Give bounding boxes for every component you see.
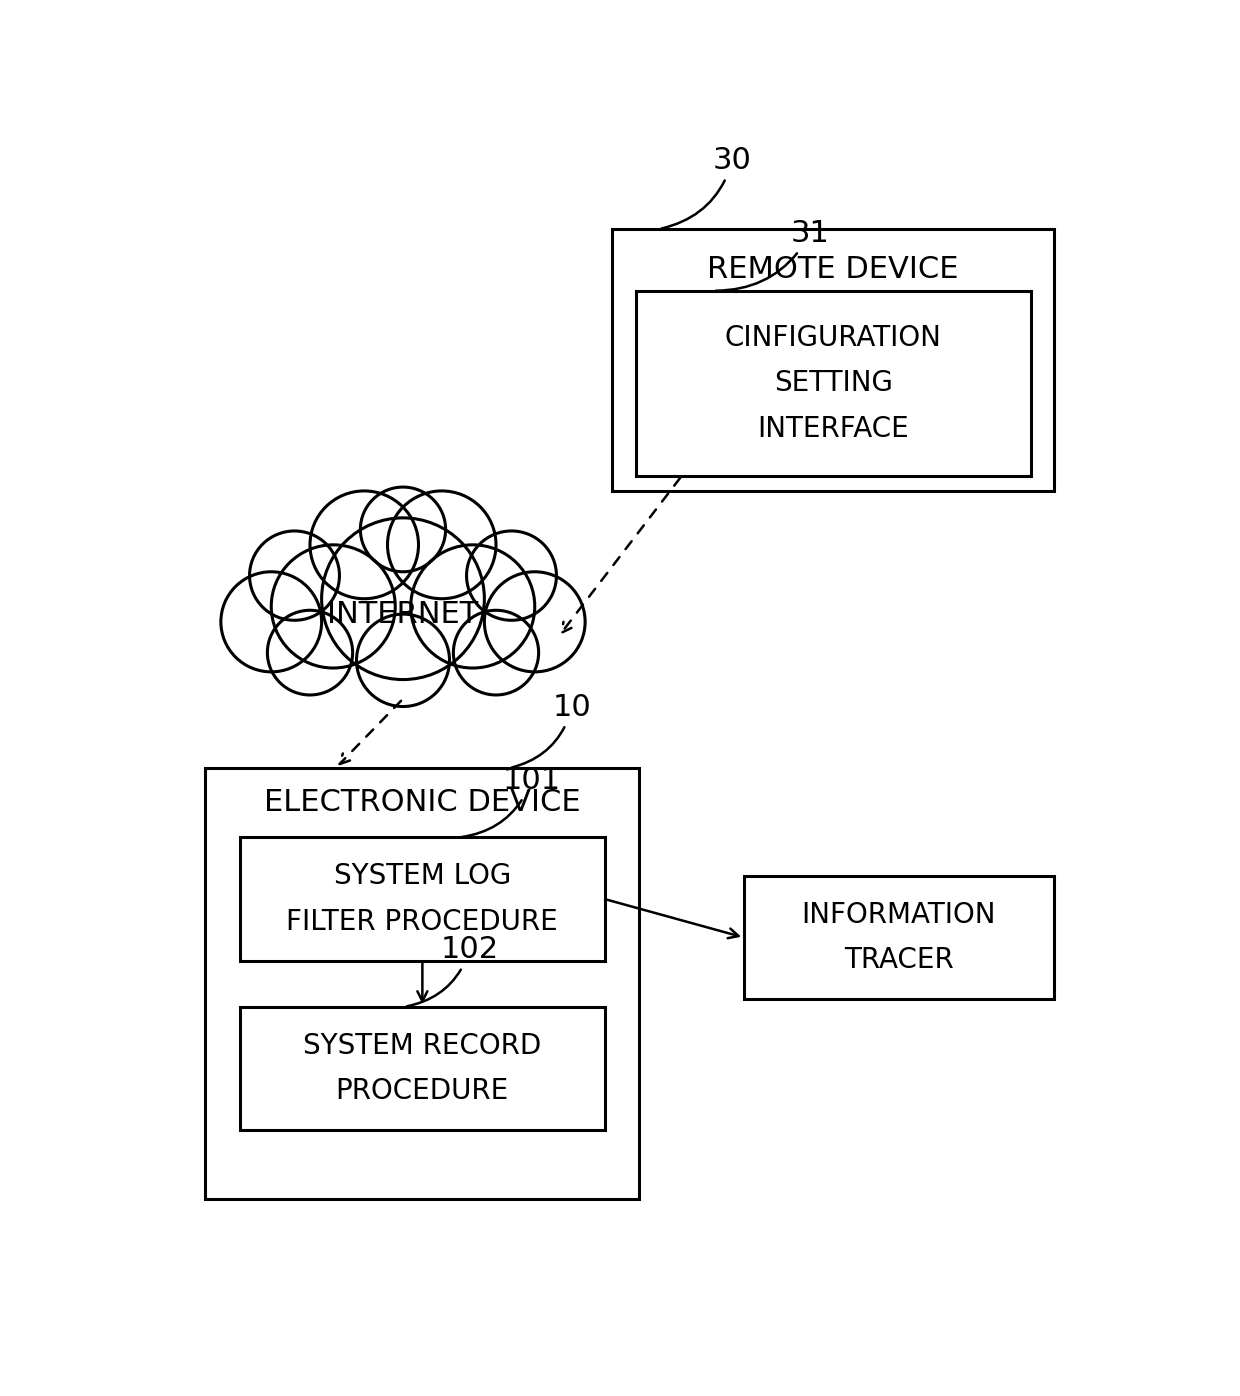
Circle shape [454,610,538,695]
Text: INTERNET: INTERNET [327,600,479,628]
Circle shape [387,491,496,599]
Circle shape [310,491,419,599]
Circle shape [410,544,534,669]
Text: SYSTEM LOG
FILTER PROCEDURE: SYSTEM LOG FILTER PROCEDURE [286,863,558,935]
Bar [744,875,1054,1000]
Circle shape [485,572,585,671]
Text: 102: 102 [407,935,498,1007]
Text: ELECTRONIC DEVICE: ELECTRONIC DEVICE [264,789,580,817]
Circle shape [361,487,445,572]
Circle shape [321,518,485,680]
Circle shape [466,530,557,620]
Circle shape [272,544,396,669]
Bar [613,229,1054,491]
Circle shape [249,530,340,620]
Text: REMOTE DEVICE: REMOTE DEVICE [707,254,959,283]
Text: 10: 10 [512,692,591,768]
Bar [241,838,605,960]
Circle shape [221,572,321,671]
Text: 30: 30 [661,147,751,229]
Circle shape [357,614,449,706]
Text: CINFIGURATION
SETTING
INTERFACE: CINFIGURATION SETTING INTERFACE [724,324,941,443]
Text: SYSTEM RECORD
PROCEDURE: SYSTEM RECORD PROCEDURE [304,1032,542,1106]
Text: INFORMATION
TRACER: INFORMATION TRACER [802,900,996,974]
Bar [241,1007,605,1129]
Bar [635,290,1030,476]
Bar [206,768,640,1199]
Circle shape [268,610,352,695]
Text: 31: 31 [715,219,830,290]
Text: 101: 101 [461,766,560,838]
